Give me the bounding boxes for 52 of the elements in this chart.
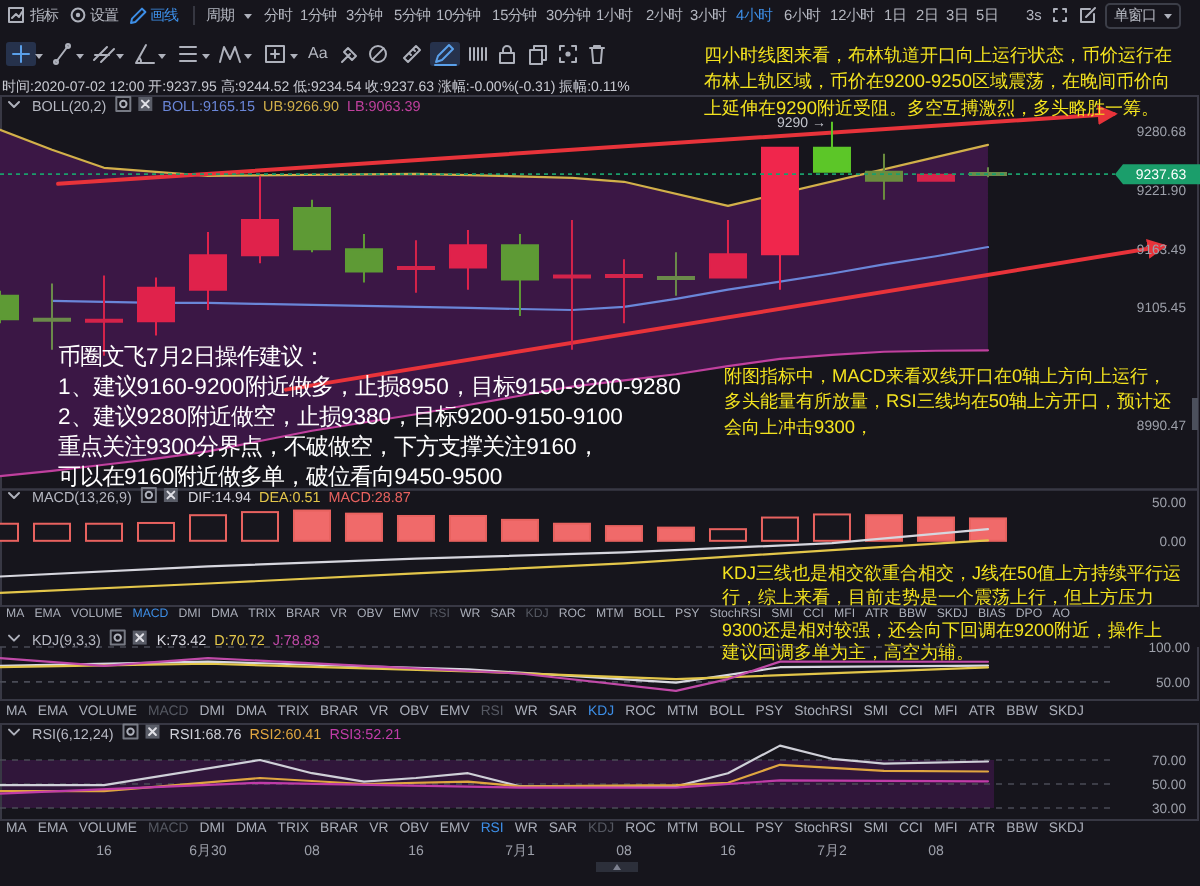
bar — [293, 509, 331, 542]
bar — [85, 522, 123, 542]
candlestick — [189, 231, 227, 311]
candlestick — [293, 198, 331, 254]
bar — [448, 514, 487, 542]
bar — [708, 528, 747, 542]
candlestick — [500, 233, 539, 318]
candlestick — [916, 172, 955, 183]
candlestick — [812, 120, 851, 173]
line-series — [50, 245, 990, 312]
bar — [656, 526, 695, 542]
bar — [968, 517, 1007, 542]
candlestick — [552, 218, 591, 351]
bar — [604, 525, 643, 542]
bar — [396, 514, 435, 542]
bar — [137, 521, 175, 542]
candlestick — [448, 229, 487, 291]
annotation: 行，综上来看，目前走势是一个震荡上行，但上方压力 — [722, 587, 1154, 607]
annotation: 币圈文飞7月2日操作建议： — [58, 344, 326, 370]
line-series — [0, 779, 990, 795]
bar — [916, 516, 955, 542]
annotation: 可以在9160附近做多单，破位看向9450-9500 — [58, 464, 503, 490]
bar — [760, 516, 799, 542]
bar — [552, 522, 591, 542]
line-series — [0, 657, 990, 693]
annotation: 会向上冲击9300， — [724, 416, 873, 437]
bar — [33, 522, 71, 542]
bar — [344, 512, 383, 542]
annotation: 多头能量有所放量，RSI三线均在50轴上方开口，预计还 — [724, 391, 1172, 412]
annotation: 建议回调多单为主，高空为辅。 — [720, 642, 974, 663]
line-series — [0, 763, 990, 793]
candlestick — [241, 174, 279, 265]
text: 四小时线图来看，布林轨道开口向上运行状态，币价运行在 — [704, 45, 1172, 65]
annotation: KDJ三线也是相交欲重合相交，J线在50值上方持续平行运 — [722, 563, 1182, 583]
candlestick — [708, 218, 747, 279]
line-series — [0, 128, 990, 207]
candlestick — [760, 146, 799, 291]
candlestick — [656, 251, 695, 297]
bar — [812, 513, 851, 542]
candlestick — [344, 233, 383, 284]
bar — [241, 511, 279, 542]
bar — [864, 514, 903, 542]
candlestick — [604, 258, 643, 325]
text: 布林上轨区域，币价在9200-9250区域震荡，在晚间币价向 — [704, 71, 1170, 92]
candlestick — [137, 276, 175, 337]
text: Aa — [308, 44, 328, 64]
annotation: 附图指标中，MACD来看双线开口在0轴上方向上运行， — [724, 366, 1167, 386]
annotation: 上延伸在9290附近受阻。多空互搏激烈，多头略胜一筹。 — [704, 97, 1159, 118]
bar — [189, 514, 227, 542]
candlestick — [396, 239, 435, 294]
text: 9300还是相对较强，还会向下回调在9200附近，操作上 — [722, 619, 1163, 640]
bar — [500, 518, 539, 542]
